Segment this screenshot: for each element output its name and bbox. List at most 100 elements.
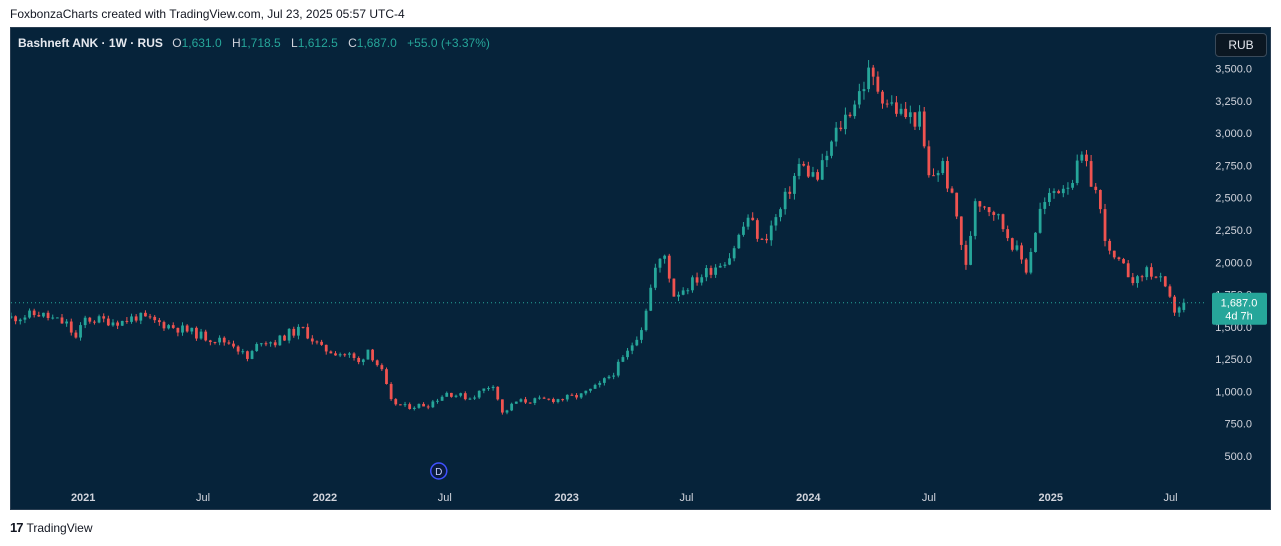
candle-body bbox=[691, 277, 694, 291]
candle-body bbox=[1061, 188, 1065, 194]
candle-body bbox=[561, 399, 565, 401]
candle-body bbox=[653, 267, 657, 288]
candle-body bbox=[412, 407, 416, 409]
candle-body bbox=[612, 375, 616, 377]
candle-body bbox=[510, 403, 514, 411]
candle-body bbox=[334, 353, 337, 356]
candle-body bbox=[1080, 154, 1084, 161]
candle-body bbox=[352, 353, 356, 358]
low-label: L bbox=[291, 36, 298, 50]
x-tick-label: Jul bbox=[438, 492, 452, 504]
candle-body bbox=[144, 312, 147, 317]
candle-body bbox=[1154, 276, 1158, 278]
tradingview-logo-icon: 17 bbox=[10, 520, 24, 535]
candle-body bbox=[616, 361, 620, 376]
candle-body bbox=[732, 248, 736, 259]
candle-body bbox=[686, 290, 690, 292]
candle-body bbox=[825, 155, 829, 161]
candle-body bbox=[519, 399, 523, 402]
currency-button[interactable]: RUB bbox=[1215, 33, 1267, 57]
candle-body bbox=[357, 357, 361, 363]
candle-body bbox=[839, 127, 843, 130]
dividend-marker-icon[interactable] bbox=[430, 462, 448, 480]
candle-body bbox=[881, 91, 884, 104]
candle-body bbox=[1034, 232, 1037, 252]
high-label: H bbox=[231, 36, 241, 50]
candle-body bbox=[779, 209, 782, 218]
candle-body bbox=[857, 91, 861, 105]
candle-body bbox=[185, 325, 189, 332]
candle-body bbox=[635, 339, 639, 346]
y-tick-label: 1,500.0 bbox=[1215, 322, 1252, 334]
chart-panel[interactable]: 500.0750.01,000.01,250.01,500.01,750.02,… bbox=[10, 27, 1271, 510]
candle-body bbox=[769, 225, 773, 241]
candle-body bbox=[306, 327, 310, 339]
candle-body bbox=[867, 67, 870, 90]
candle-body bbox=[973, 201, 977, 236]
candle-body bbox=[788, 191, 792, 194]
candle-body bbox=[950, 188, 954, 193]
candle-body bbox=[301, 326, 305, 328]
candle-body bbox=[199, 331, 203, 339]
candle-body bbox=[394, 399, 398, 405]
candle-body bbox=[946, 161, 949, 189]
candle-body bbox=[1098, 190, 1102, 210]
candle-body bbox=[120, 320, 124, 326]
candle-body bbox=[853, 104, 857, 117]
candle-body bbox=[556, 399, 560, 403]
candle-body bbox=[793, 175, 796, 194]
candle-body bbox=[55, 317, 59, 319]
candle-body bbox=[936, 173, 940, 176]
candle-body bbox=[593, 384, 597, 389]
candle-body bbox=[139, 312, 143, 321]
candle-body bbox=[959, 216, 963, 245]
candle-body bbox=[399, 404, 402, 406]
candle-body bbox=[589, 388, 592, 391]
y-tick-label: 2,500.0 bbox=[1215, 193, 1252, 205]
candle-body bbox=[918, 111, 921, 127]
candle-body bbox=[361, 359, 365, 363]
candle-body bbox=[1071, 182, 1074, 188]
candle-body bbox=[1103, 209, 1107, 241]
candle-body bbox=[997, 214, 1000, 216]
candle-body bbox=[496, 386, 500, 400]
y-tick-label: 2,000.0 bbox=[1215, 257, 1252, 269]
candle-body bbox=[218, 337, 221, 343]
candle-body bbox=[1075, 160, 1079, 183]
candle-body bbox=[830, 141, 833, 156]
symbol-title[interactable]: Bashneft ANK · 1W · RUS bbox=[18, 36, 163, 50]
candle-body bbox=[978, 201, 982, 207]
price-tag-value: 1,687.0 bbox=[1221, 298, 1258, 310]
candle-body bbox=[992, 212, 996, 215]
candle-body bbox=[208, 340, 212, 343]
candle-body bbox=[848, 114, 852, 117]
y-tick-label: 3,500.0 bbox=[1215, 64, 1252, 76]
tradingview-footer[interactable]: 17 TradingView bbox=[10, 520, 93, 535]
candle-body bbox=[746, 217, 750, 227]
candle-body bbox=[79, 325, 82, 338]
candle-body bbox=[667, 255, 671, 279]
candle-body bbox=[487, 388, 490, 390]
candle-body bbox=[102, 316, 106, 319]
x-tick-label: Jul bbox=[922, 492, 936, 504]
candle-body bbox=[264, 343, 268, 345]
candle-body bbox=[1047, 192, 1051, 203]
candle-body bbox=[111, 322, 115, 326]
candle-body bbox=[1038, 208, 1042, 233]
chart-attribution: FoxbonzaCharts created with TradingView.… bbox=[10, 7, 405, 21]
candle-body bbox=[1052, 191, 1056, 193]
candlestick-chart[interactable]: 500.0750.01,000.01,250.01,500.01,750.02,… bbox=[11, 28, 1271, 510]
candle-body bbox=[468, 398, 472, 400]
candle-body bbox=[88, 317, 92, 322]
candle-body bbox=[436, 400, 439, 402]
candle-body bbox=[190, 327, 194, 332]
candle-body bbox=[125, 320, 129, 322]
low-value: 1,612.5 bbox=[297, 36, 338, 50]
candle-body bbox=[598, 382, 602, 385]
candle-body bbox=[876, 76, 880, 92]
candle-body bbox=[1173, 296, 1176, 313]
candle-body bbox=[283, 335, 286, 341]
candle-body bbox=[176, 327, 180, 333]
price-tag-countdown: 4d 7h bbox=[1225, 311, 1253, 323]
candle-body bbox=[806, 165, 810, 177]
